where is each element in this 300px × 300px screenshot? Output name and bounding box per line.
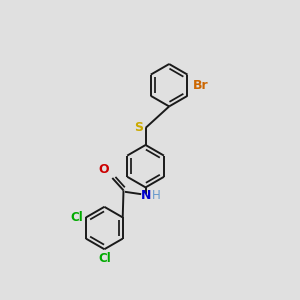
Text: N: N [140,189,151,202]
Text: Cl: Cl [70,211,83,224]
Text: H: H [152,189,160,202]
Text: O: O [99,164,110,176]
Text: Br: Br [193,79,208,92]
Text: Cl: Cl [98,252,111,265]
Text: S: S [134,122,143,134]
